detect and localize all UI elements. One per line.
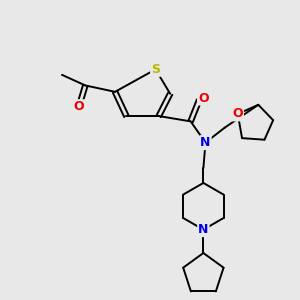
Text: O: O — [74, 100, 84, 113]
Text: N: N — [198, 223, 208, 236]
Text: O: O — [198, 92, 209, 104]
Text: O: O — [232, 107, 243, 120]
Text: N: N — [200, 136, 211, 149]
Text: S: S — [151, 63, 160, 76]
